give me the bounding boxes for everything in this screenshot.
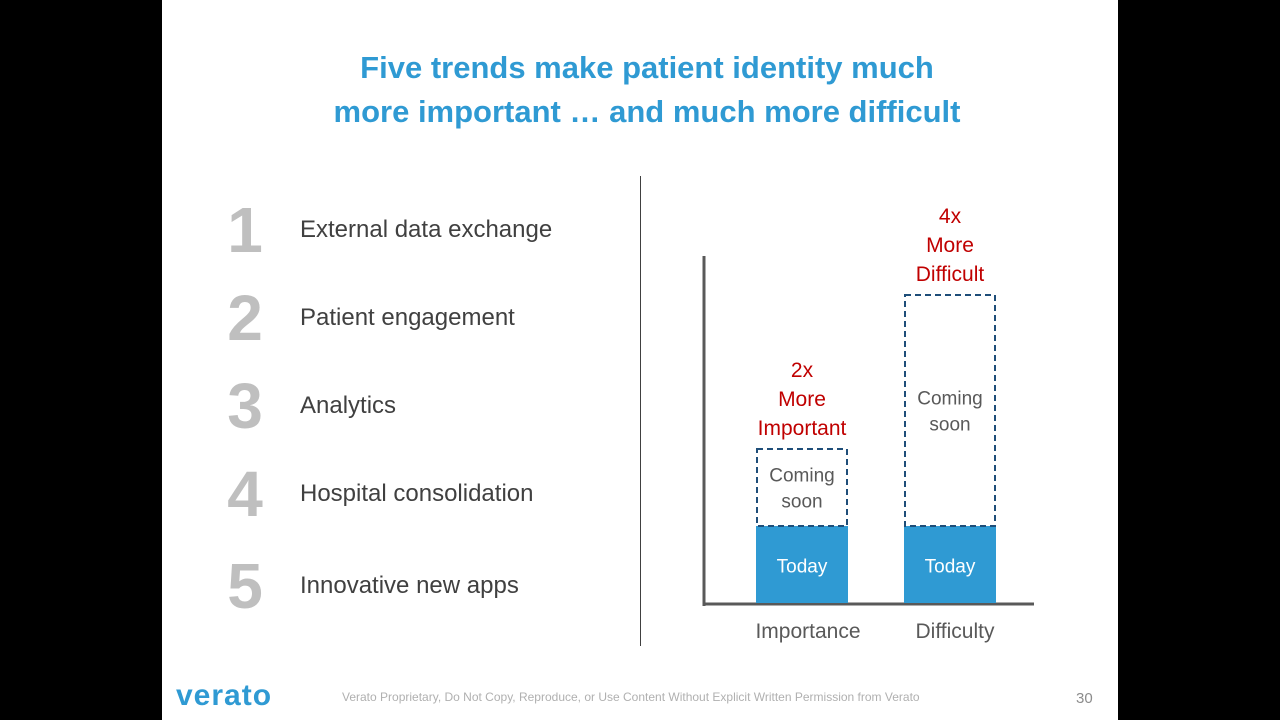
category-label-difficulty: Difficulty bbox=[916, 620, 995, 643]
bar-today-difficulty bbox=[904, 526, 996, 603]
trend-number: 1 bbox=[227, 194, 263, 266]
column-divider bbox=[640, 176, 641, 646]
bar-label-soon: soon bbox=[781, 492, 822, 513]
title-line-1: Five trends make patient identity much bbox=[360, 50, 934, 85]
bar-label-coming: Coming bbox=[769, 466, 834, 487]
comparison-bar-chart: Today Coming soon 2x More Important Importance… bbox=[702, 205, 1034, 643]
verato-logo: verato bbox=[176, 679, 273, 712]
trend-item-1: 1 External data exchange bbox=[220, 194, 640, 274]
title-line-2: more important … and much more difficult bbox=[333, 94, 961, 129]
trend-number: 5 bbox=[227, 550, 263, 622]
bar-today-importance bbox=[756, 526, 848, 603]
trend-label: Patient engagement bbox=[300, 304, 515, 331]
footer-notice: Verato Proprietary, Do Not Copy, Reprodu… bbox=[342, 690, 920, 704]
trend-item-4: 4 Hospital consolidation bbox=[220, 458, 640, 538]
callout-line: 2x bbox=[791, 359, 814, 382]
trend-label: Analytics bbox=[300, 392, 397, 419]
bar-label-today: Today bbox=[925, 557, 976, 578]
trend-item-2: 2 Patient engagement bbox=[220, 282, 640, 362]
bar-label-coming: Coming bbox=[917, 389, 982, 410]
trend-label: Hospital consolidation bbox=[300, 480, 534, 507]
slide-title: Five trends make patient identity much m… bbox=[162, 46, 1118, 134]
callout-line: 4x bbox=[939, 205, 962, 228]
trend-number: 4 bbox=[227, 458, 263, 530]
page-number: 30 bbox=[1076, 690, 1093, 707]
category-label-importance: Importance bbox=[755, 620, 860, 643]
slide: Five trends make patient identity much m… bbox=[162, 0, 1118, 720]
trend-item-3: 3 Analytics bbox=[220, 370, 640, 450]
callout-line: More bbox=[926, 234, 974, 257]
trend-number: 2 bbox=[227, 282, 263, 354]
callout-line: More bbox=[778, 388, 826, 411]
bar-coming-soon-difficulty bbox=[904, 294, 996, 527]
trend-label: External data exchange bbox=[300, 216, 553, 243]
trend-item-5: 5 Innovative new apps bbox=[220, 550, 640, 630]
callout-line: Difficult bbox=[916, 263, 985, 286]
trend-label: Innovative new apps bbox=[300, 572, 519, 599]
callout-line: Important bbox=[758, 417, 847, 440]
bar-coming-soon-importance bbox=[756, 448, 848, 527]
bar-label-soon: soon bbox=[929, 415, 970, 436]
bar-label-today: Today bbox=[777, 557, 828, 578]
trend-number: 3 bbox=[227, 370, 263, 442]
